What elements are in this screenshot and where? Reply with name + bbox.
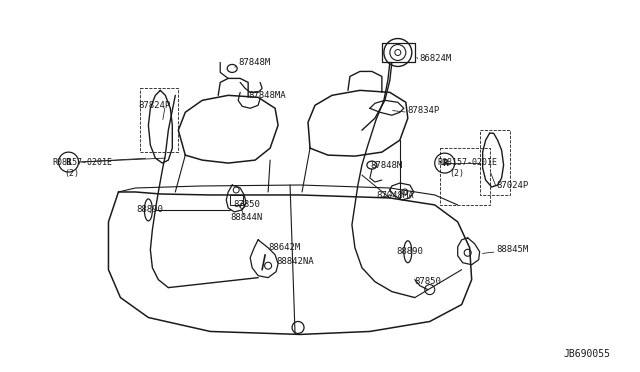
Text: 88642M: 88642M	[268, 243, 300, 252]
Text: 87848M: 87848M	[238, 58, 271, 67]
Bar	[230, 195, 243, 205]
Text: 87850: 87850	[233, 201, 260, 209]
Text: R: R	[66, 158, 72, 167]
Text: 87048MA: 87048MA	[376, 192, 413, 201]
Text: R: R	[442, 158, 447, 167]
Text: 88845M: 88845M	[497, 245, 529, 254]
Text: 88890: 88890	[397, 247, 424, 256]
Text: (2): (2)	[450, 169, 465, 177]
Text: 87848MA: 87848MA	[248, 91, 286, 100]
Text: 88890: 88890	[136, 205, 163, 214]
Text: 88844N: 88844N	[230, 214, 262, 222]
Text: R08157-0201E: R08157-0201E	[438, 158, 498, 167]
Text: 86824M: 86824M	[420, 54, 452, 63]
Text: 87834P: 87834P	[408, 106, 440, 115]
Text: 87850: 87850	[415, 277, 442, 286]
Text: 87848M: 87848M	[370, 161, 402, 170]
Text: JB690055: JB690055	[563, 349, 611, 359]
Text: 88842NA: 88842NA	[276, 257, 314, 266]
Text: 87024P: 87024P	[497, 180, 529, 189]
Text: R08157-0201E: R08157-0201E	[52, 158, 113, 167]
Text: (2): (2)	[65, 169, 79, 177]
Text: 87824P: 87824P	[138, 101, 171, 110]
